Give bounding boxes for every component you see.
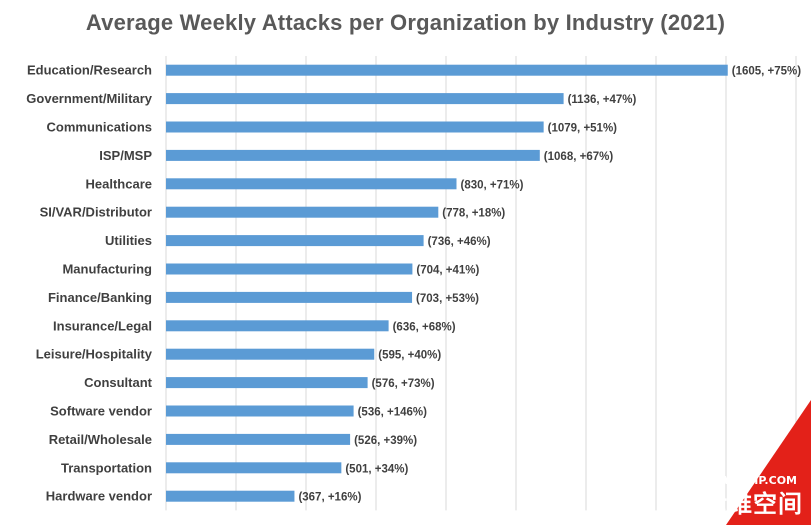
category-label: ISP/MSP (99, 148, 152, 163)
bar (166, 320, 389, 332)
category-label: Government/Military (26, 91, 152, 106)
watermark-url: WWW.94IP.COM (699, 474, 797, 487)
data-label: (778, +18%) (442, 208, 505, 220)
data-label: (736, +46%) (428, 236, 491, 248)
data-label: (501, +34%) (345, 463, 408, 475)
bar (166, 149, 540, 161)
data-label: (1605, +75%) (732, 66, 802, 78)
chart-title: Average Weekly Attacks per Organization … (85, 10, 726, 35)
bar (166, 377, 368, 389)
category-label: Manufacturing (62, 262, 152, 277)
category-label: Education/Research (27, 63, 152, 78)
data-label: (704, +41%) (416, 265, 479, 277)
data-label: (830, +71%) (461, 179, 524, 191)
data-label: (576, +73%) (372, 378, 435, 390)
category-label: Leisure/Hospitality (36, 347, 153, 362)
bar (166, 291, 413, 303)
bar (166, 235, 424, 247)
bar (166, 490, 295, 502)
bar (166, 93, 564, 105)
category-label: Software vendor (50, 404, 152, 419)
data-label: (1136, +47%) (568, 94, 637, 106)
watermark-name: IT运维空间 (675, 490, 803, 518)
category-label: Utilities (105, 233, 152, 248)
bar (166, 64, 728, 76)
category-label: Consultant (84, 375, 153, 390)
data-label: (536, +146%) (358, 407, 428, 419)
watermark-logo: WWW.94IP.COM IT运维空间 (636, 400, 811, 525)
watermark-triangle (726, 400, 811, 525)
category-label: Communications (47, 120, 152, 135)
data-label: (703, +53%) (416, 293, 479, 305)
bar (166, 121, 544, 133)
category-label: Insurance/Legal (53, 318, 152, 333)
data-label: (1079, +51%) (548, 123, 618, 135)
category-label: Hardware vendor (46, 489, 152, 504)
bar (166, 178, 457, 190)
bar (166, 462, 342, 474)
data-label: (595, +40%) (378, 350, 441, 362)
bar (166, 405, 354, 417)
category-label: Healthcare (86, 176, 152, 191)
category-label: Finance/Banking (48, 290, 152, 305)
data-label: (1068, +67%) (544, 151, 614, 163)
data-label: (367, +16%) (298, 492, 361, 504)
bar (166, 433, 351, 445)
category-label: Retail/Wholesale (49, 432, 152, 447)
data-label: (526, +39%) (354, 435, 417, 447)
bar (166, 263, 413, 275)
category-label: SI/VAR/Distributor (40, 205, 152, 220)
data-label: (636, +68%) (393, 321, 456, 333)
category-label: Transportation (61, 460, 152, 475)
bar (166, 206, 439, 218)
bar (166, 348, 375, 360)
